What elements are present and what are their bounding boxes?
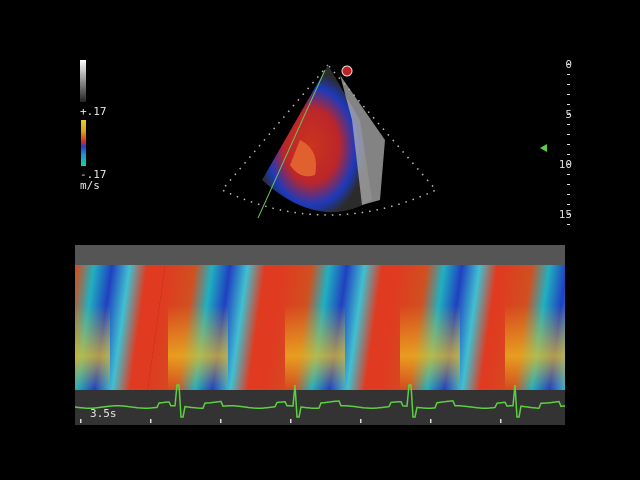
focus-triangle-icon xyxy=(540,144,547,152)
depth-tick xyxy=(567,74,570,75)
color-flow-region xyxy=(262,65,372,213)
color-velocity-bar xyxy=(81,120,86,166)
wall-echo-band xyxy=(75,245,565,265)
flow-jet xyxy=(290,140,316,177)
depth-tick xyxy=(567,84,570,85)
flow-yellow-band xyxy=(400,305,460,390)
depth-tick xyxy=(567,94,570,95)
depth-tick xyxy=(567,204,570,205)
flow-yellow-band xyxy=(505,305,565,390)
depth-label: 15 xyxy=(558,208,572,221)
myocardium-echo xyxy=(340,75,385,205)
depth-tick xyxy=(567,154,570,155)
depth-tick xyxy=(567,224,570,225)
depth-tick xyxy=(567,214,570,215)
depth-scale: 0 5 10 15 xyxy=(556,58,576,228)
time-tick xyxy=(290,419,292,423)
time-tick xyxy=(80,419,82,423)
depth-tick xyxy=(567,184,570,185)
color-mmode-panel: 3.5s xyxy=(75,245,565,425)
depth-tick xyxy=(567,114,570,115)
depth-tick xyxy=(567,174,570,175)
flow-yellow-band xyxy=(285,305,345,390)
depth-tick xyxy=(567,194,570,195)
probe-orientation-marker-icon xyxy=(341,65,353,77)
time-tick xyxy=(220,419,222,423)
mmode-cursor-line[interactable] xyxy=(257,69,326,219)
time-tick xyxy=(150,419,152,423)
depth-tick xyxy=(567,124,570,125)
time-tick xyxy=(360,419,362,423)
depth-tick xyxy=(567,164,570,165)
sweep-speed-label: 3.5s xyxy=(90,407,117,420)
grayscale-bar xyxy=(80,60,86,102)
depth-label: 10 xyxy=(558,158,572,171)
velocity-max-label: +.17 xyxy=(80,105,107,118)
velocity-min-label: -.17 xyxy=(80,168,107,181)
depth-tick xyxy=(567,104,570,105)
depth-tick xyxy=(567,144,570,145)
flow-yellow-band xyxy=(168,305,228,390)
time-tick xyxy=(500,419,502,423)
flow-yellow-band xyxy=(75,305,110,390)
depth-tick xyxy=(567,64,570,65)
ecg-trace xyxy=(75,384,565,418)
velocity-unit-label: m/s xyxy=(80,179,100,192)
depth-tick xyxy=(567,134,570,135)
time-tick xyxy=(430,419,432,423)
